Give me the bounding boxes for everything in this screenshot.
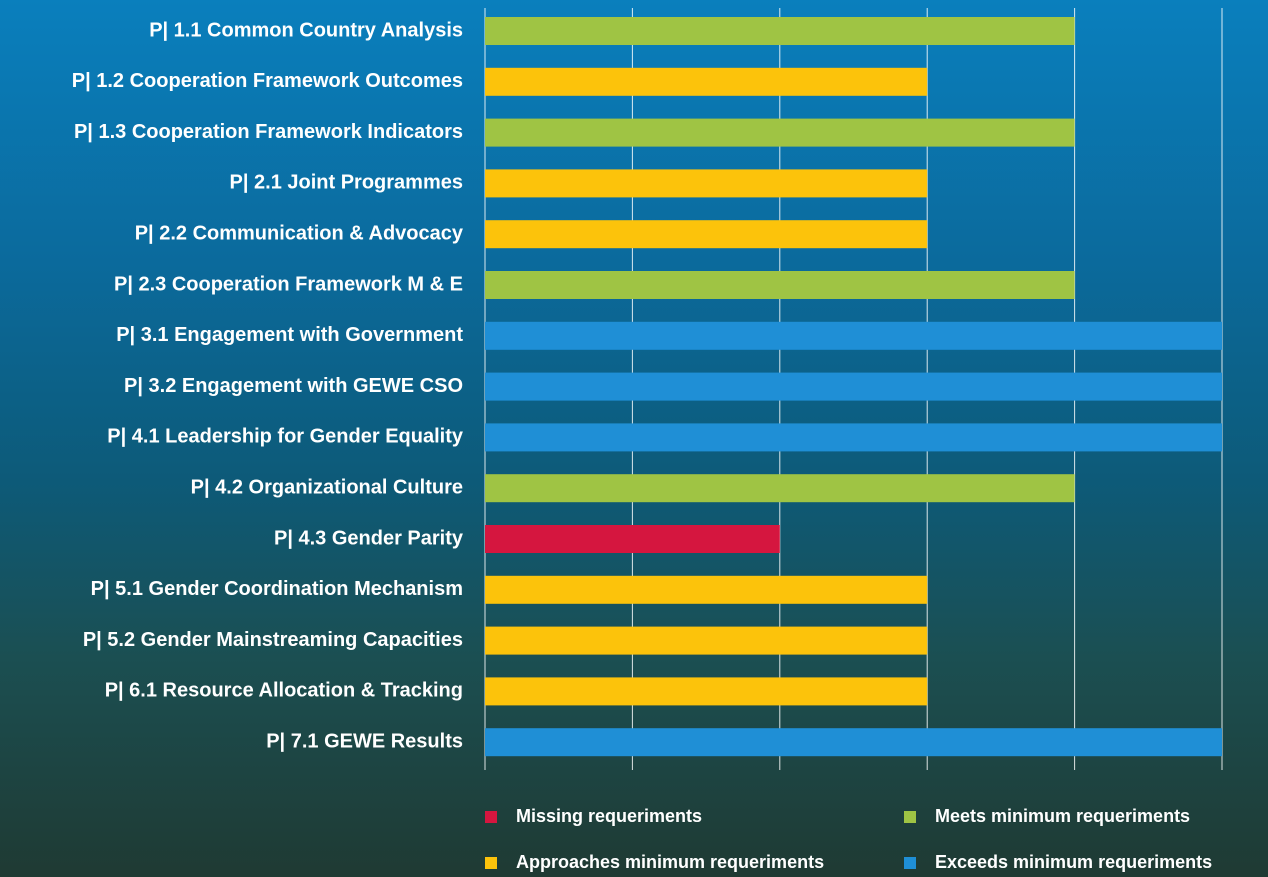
bar: [485, 271, 1075, 299]
legend-label: Exceeds minimum requeriments: [935, 852, 1212, 872]
bar: [485, 626, 928, 655]
bar: [485, 67, 928, 96]
legend-swatch: [904, 811, 916, 823]
y-tick-label: P| 1.3 Cooperation Framework Indicators: [74, 121, 463, 143]
bar: [485, 575, 928, 604]
bar: [485, 677, 928, 706]
bar: [485, 474, 1075, 503]
y-tick-label: P| 3.1 Engagement with Government: [116, 324, 463, 346]
legend-swatch: [904, 857, 916, 869]
y-tick-label: P| 2.1 Joint Programmes: [230, 172, 463, 194]
legend-label: Approaches minimum requeriments: [516, 852, 824, 872]
bar: [485, 423, 1222, 452]
y-tick-label: P| 2.2 Communication & Advocacy: [135, 222, 464, 244]
legend-label: Missing requeriments: [516, 806, 702, 826]
bar: [485, 17, 1075, 45]
y-tick-label: P| 4.1 Leadership for Gender Equality: [107, 426, 464, 448]
legend-swatch: [485, 811, 497, 823]
y-tick-label: P| 4.3 Gender Parity: [274, 527, 464, 549]
legend-label: Meets minimum requeriments: [935, 806, 1190, 826]
y-tick-label: P| 3.2 Engagement with GEWE CSO: [124, 375, 463, 397]
bar: [485, 728, 1222, 757]
y-tick-label: P| 1.2 Cooperation Framework Outcomes: [72, 70, 463, 92]
y-tick-label: P| 5.1 Gender Coordination Mechanism: [91, 578, 463, 600]
bar: [485, 372, 1222, 401]
bar: [485, 220, 928, 249]
bar: [485, 169, 928, 198]
y-tick-label: P| 1.1 Common Country Analysis: [149, 19, 463, 41]
bar: [485, 118, 1075, 147]
y-tick-label: P| 2.3 Cooperation Framework M & E: [114, 273, 463, 295]
legend-swatch: [485, 857, 497, 869]
y-tick-label: P| 4.2 Organizational Culture: [191, 476, 463, 498]
y-tick-label: P| 6.1 Resource Allocation & Tracking: [105, 680, 463, 702]
y-tick-label: P| 7.1 GEWE Results: [266, 730, 463, 752]
bar: [485, 525, 780, 553]
bar: [485, 321, 1222, 350]
y-tick-label: P| 5.2 Gender Mainstreaming Capacities: [83, 629, 463, 651]
